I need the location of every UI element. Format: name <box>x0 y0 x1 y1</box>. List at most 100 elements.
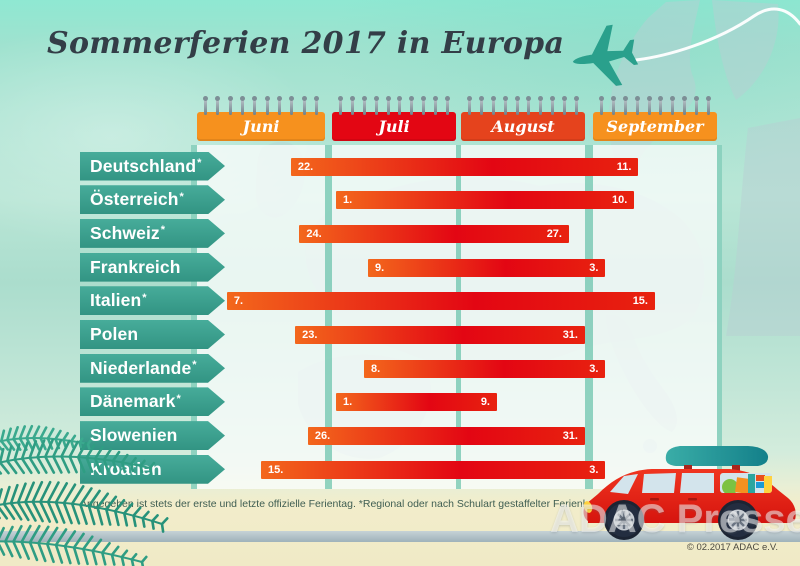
column-divider <box>325 145 332 489</box>
ring-icon <box>361 96 367 115</box>
holiday-bar-schweiz: 24. 27. <box>299 224 569 243</box>
ring-icon <box>264 96 270 115</box>
ring-icon <box>622 96 628 115</box>
ring-icon <box>502 96 508 115</box>
ring-icon <box>252 96 258 115</box>
column-divider <box>191 145 197 489</box>
country-label-frankreich: Frankreich <box>80 252 225 282</box>
country-label-slowenien: Slowenien <box>80 421 225 451</box>
ring-icon <box>239 96 245 115</box>
end-date-label: 31. <box>562 430 578 443</box>
contrail-line <box>634 7 800 62</box>
ring-icon <box>538 96 544 115</box>
country-name: Niederlande <box>90 357 192 378</box>
ring-icon <box>215 96 221 115</box>
country-label-österreich: Österreich * <box>80 185 225 215</box>
holiday-bar-österreich: 1. 10. <box>336 191 635 210</box>
ring-icon <box>658 96 664 115</box>
end-date-label: 3. <box>589 463 599 476</box>
ring-icon <box>478 96 484 115</box>
ring-icon <box>682 96 688 115</box>
country-label-dänemark: Dänemark * <box>80 387 225 417</box>
plane-silhouette <box>572 24 639 86</box>
country-name: Dänemark <box>90 391 176 412</box>
plane-icon <box>572 7 800 86</box>
ring-icon <box>227 96 233 115</box>
column-divider <box>717 145 722 489</box>
ring-icon <box>409 96 415 115</box>
copyright: © 02.2017 ADAC e.V. <box>686 542 778 553</box>
holiday-bar-niederlande: 8. 3. <box>364 359 606 378</box>
start-date-label: 24. <box>306 227 322 240</box>
ring-icon <box>694 96 699 115</box>
end-date-label: 9. <box>480 396 490 409</box>
ring-icon <box>670 96 676 115</box>
binder-rings <box>467 96 579 116</box>
country-label-polen: Polen <box>80 320 225 349</box>
holiday-bar-polen: 23. 31. <box>295 326 585 344</box>
end-date-label: 27. <box>546 227 562 240</box>
ring-icon <box>349 96 355 115</box>
end-date-label: 15. <box>632 295 648 308</box>
country-label-deutschland: Deutschland * <box>80 151 225 181</box>
holiday-bar-slowenien: 26. 31. <box>307 427 585 446</box>
country-name: Slowenien <box>90 425 178 446</box>
ring-icon <box>646 96 652 115</box>
start-date-label: 1. <box>343 194 353 207</box>
end-date-label: 10. <box>612 194 628 207</box>
end-date-label: 3. <box>589 261 599 274</box>
start-date-label: 8. <box>371 362 381 375</box>
end-date-label: 3. <box>589 362 599 375</box>
start-date-label: 22. <box>297 160 314 173</box>
car-illustration <box>583 446 796 540</box>
ring-icon <box>514 96 520 115</box>
binder-rings <box>599 96 711 116</box>
ring-icon <box>526 96 532 115</box>
ring-icon <box>634 96 640 115</box>
page-title: Sommerferien 2017 in Europa <box>47 26 565 61</box>
front-wheel <box>604 500 644 540</box>
rear-wheel <box>718 500 758 540</box>
ring-icon <box>313 96 319 115</box>
roof-box <box>665 446 769 466</box>
ring-icon <box>610 96 616 115</box>
end-date-label: 11. <box>616 160 632 173</box>
month-header-juli: Juli <box>332 112 456 141</box>
road-stripe <box>0 531 800 542</box>
footnote: Angegeben ist stets der erste und letzte… <box>80 498 619 510</box>
front-window <box>642 473 676 493</box>
country-name: Deutschland <box>90 155 197 176</box>
ring-icon <box>289 96 295 115</box>
country-label-niederlande: Niederlande * <box>80 353 225 383</box>
month-header-august: August <box>461 112 585 141</box>
country-name: Frankreich <box>90 256 181 277</box>
column-divider <box>585 145 593 489</box>
start-date-label: 26. <box>314 430 331 443</box>
binder-rings <box>203 96 319 116</box>
binder-rings <box>338 96 450 116</box>
start-date-label: 7. <box>233 295 244 308</box>
start-date-label: 9. <box>375 261 385 274</box>
ring-icon <box>444 96 450 115</box>
country-name: Österreich <box>90 189 179 210</box>
ring-icon <box>599 96 604 115</box>
palm-leaves <box>0 424 169 566</box>
ring-icon <box>705 96 711 115</box>
country-name: Italien <box>90 290 142 311</box>
rear-window-luggage <box>720 473 772 493</box>
ring-icon <box>573 96 579 115</box>
month-header-september: September <box>593 112 717 141</box>
end-date-label: 31. <box>562 329 578 341</box>
ring-icon <box>385 96 391 115</box>
holiday-bar-frankreich: 9. 3. <box>368 258 606 277</box>
ring-icon <box>433 96 438 115</box>
start-date-label: 23. <box>302 329 318 341</box>
country-label-italien: Italien * <box>80 286 225 316</box>
country-name: Polen <box>90 324 139 344</box>
country-name: Schweiz <box>90 222 160 243</box>
month-header-juni: Juni <box>197 112 325 141</box>
press-watermark: ADAC Presse <box>550 497 800 541</box>
holiday-bar-deutschland: 22. 11. <box>290 157 639 176</box>
windshield <box>610 474 638 494</box>
